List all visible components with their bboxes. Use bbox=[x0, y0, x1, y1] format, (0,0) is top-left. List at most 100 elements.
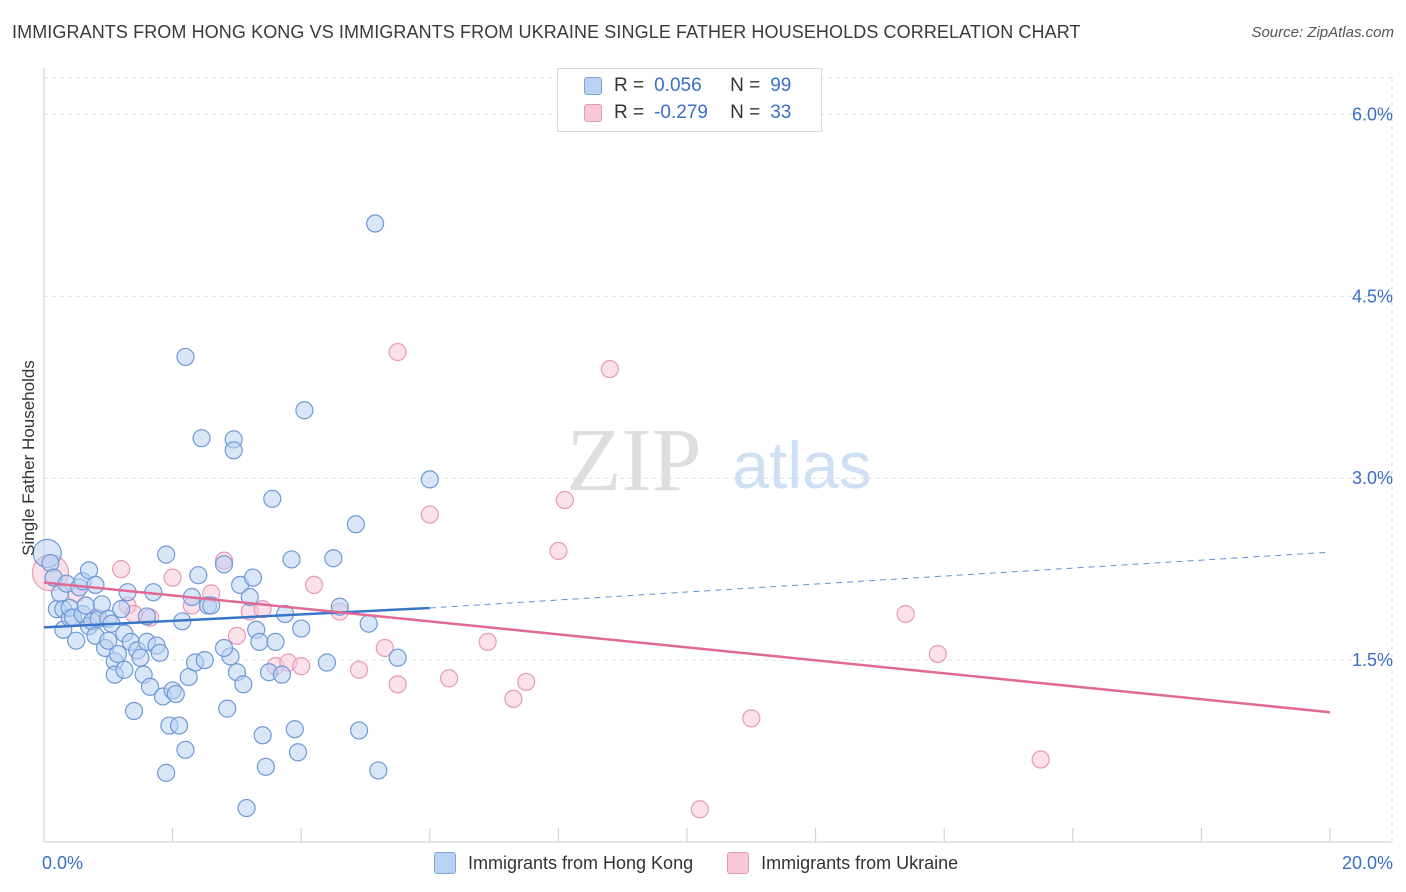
tick-labels: 1.5% 3.0% 4.5% 6.0% 0.0% 20.0% bbox=[42, 104, 1393, 873]
trend-lines bbox=[43, 551, 1331, 714]
x-tick-label: 20.0% bbox=[1342, 853, 1393, 873]
data-point-hong-kong bbox=[176, 347, 195, 367]
legend-swatch-blue bbox=[434, 852, 456, 874]
legend-row-ukraine: R = -0.279 N = 33 bbox=[584, 100, 791, 126]
data-point-ukraine bbox=[388, 342, 407, 362]
n-value-ukraine: 33 bbox=[770, 102, 792, 123]
data-point-ukraine bbox=[690, 800, 709, 819]
data-point-hong-kong bbox=[137, 607, 156, 626]
y-tick-label: 6.0% bbox=[1352, 104, 1393, 124]
y-tick-label: 1.5% bbox=[1352, 650, 1393, 670]
legend-swatch-pink bbox=[584, 104, 602, 122]
n-label: N = bbox=[730, 102, 761, 123]
y-tick-label: 4.5% bbox=[1352, 286, 1393, 306]
data-point-hong-kong bbox=[166, 684, 185, 704]
stats-legend: R = 0.056 N = 99 R = -0.279 N = 33 bbox=[557, 68, 822, 132]
data-point-ukraine bbox=[227, 626, 246, 645]
data-point-ukraine bbox=[600, 359, 619, 379]
data-point-hong-kong bbox=[112, 600, 131, 619]
r-value-hong-kong: 0.056 bbox=[654, 75, 702, 96]
data-point-hong-kong bbox=[202, 596, 221, 615]
legend-swatch-blue bbox=[584, 77, 602, 95]
data-point-hong-kong bbox=[192, 429, 211, 448]
trend-line-ukraine bbox=[43, 581, 1331, 714]
y-axis-label: Single Father Households bbox=[19, 360, 38, 556]
data-point-hong-kong bbox=[324, 549, 343, 568]
data-point-hong-kong bbox=[285, 720, 304, 739]
r-value-ukraine: -0.279 bbox=[654, 102, 708, 123]
trend-line-hong-kong-dashed bbox=[429, 551, 1331, 609]
data-point-ukraine bbox=[163, 568, 182, 587]
data-point-hong-kong bbox=[131, 648, 150, 667]
data-point-ukraine bbox=[375, 638, 394, 658]
data-point-hong-kong bbox=[157, 545, 176, 564]
data-point-hong-kong bbox=[150, 643, 169, 662]
data-point-hong-kong bbox=[214, 555, 234, 574]
data-point-hong-kong bbox=[369, 761, 388, 780]
data-point-hong-kong bbox=[388, 648, 407, 667]
data-point-hong-kong bbox=[256, 757, 275, 776]
data-point-hong-kong bbox=[76, 596, 95, 615]
data-point-hong-kong bbox=[295, 401, 314, 420]
data-point-hong-kong bbox=[240, 587, 259, 607]
data-point-ukraine bbox=[549, 541, 568, 561]
data-point-hong-kong bbox=[214, 638, 234, 658]
data-point-ukraine bbox=[504, 689, 523, 709]
data-point-hong-kong bbox=[124, 701, 144, 721]
r-label: R = bbox=[614, 102, 645, 123]
data-point-ukraine bbox=[112, 560, 131, 579]
data-point-hong-kong bbox=[317, 653, 337, 672]
data-point-ukraine bbox=[517, 672, 536, 692]
source-label: Source: ZipAtlas.com bbox=[1251, 24, 1394, 41]
trend-line-hong-kong bbox=[43, 606, 430, 629]
data-point-ukraine bbox=[349, 660, 369, 679]
data-point-hong-kong bbox=[288, 743, 308, 762]
data-point-ukraine bbox=[478, 632, 497, 652]
data-point-ukraine bbox=[742, 709, 761, 728]
data-point-hong-kong bbox=[86, 575, 105, 595]
data-point-hong-kong bbox=[250, 632, 269, 652]
chart-title: IMMIGRANTS FROM HONG KONG VS IMMIGRANTS … bbox=[12, 22, 1081, 42]
data-point-hong-kong bbox=[282, 550, 301, 569]
data-point-hong-kong bbox=[234, 675, 253, 694]
watermark: ZIP atlas bbox=[567, 411, 872, 510]
data-point-hong-kong bbox=[272, 665, 292, 684]
data-point-ukraine bbox=[896, 604, 915, 624]
data-point-ukraine bbox=[439, 669, 459, 688]
data-point-hong-kong bbox=[420, 470, 439, 489]
legend-item-hong-kong: Immigrants from Hong Kong bbox=[434, 852, 693, 874]
data-point-hong-kong bbox=[366, 214, 385, 233]
data-point-hong-kong bbox=[292, 619, 311, 638]
data-point-hong-kong bbox=[346, 515, 365, 534]
data-point-hong-kong bbox=[243, 568, 263, 587]
grid-lines bbox=[44, 77, 1393, 842]
y-tick-label: 3.0% bbox=[1352, 468, 1393, 488]
data-point-ukraine bbox=[1031, 750, 1050, 769]
data-point-hong-kong bbox=[224, 441, 243, 460]
data-point-hong-kong bbox=[157, 763, 176, 782]
data-point-ukraine bbox=[928, 644, 947, 664]
n-value-hong-kong: 99 bbox=[770, 75, 792, 96]
data-point-hong-kong bbox=[108, 644, 128, 664]
legend-item-ukraine: Immigrants from Ukraine bbox=[727, 852, 958, 874]
x-tick-label: 0.0% bbox=[42, 853, 83, 873]
data-point-hong-kong bbox=[195, 650, 214, 670]
points-hong-kong bbox=[32, 214, 439, 818]
data-point-hong-kong bbox=[115, 660, 134, 679]
watermark-atlas: atlas bbox=[732, 428, 871, 502]
data-point-hong-kong bbox=[237, 798, 256, 818]
legend-label-ukraine: Immigrants from Ukraine bbox=[761, 852, 959, 873]
data-point-ukraine bbox=[304, 575, 324, 595]
data-point-ukraine bbox=[555, 490, 574, 510]
legend-label-hong-kong: Immigrants from Hong Kong bbox=[468, 852, 694, 873]
axes bbox=[43, 68, 1392, 843]
data-point-hong-kong bbox=[140, 677, 160, 696]
data-point-hong-kong bbox=[253, 726, 272, 745]
data-point-hong-kong bbox=[266, 632, 285, 652]
series-legend: Immigrants from Hong Kong Immigrants fro… bbox=[434, 852, 992, 874]
data-point-ukraine bbox=[292, 657, 311, 676]
data-point-hong-kong bbox=[189, 566, 208, 585]
data-point-hong-kong bbox=[263, 489, 282, 508]
legend-row-hong-kong: R = 0.056 N = 99 bbox=[584, 73, 791, 99]
data-point-hong-kong bbox=[169, 716, 189, 735]
